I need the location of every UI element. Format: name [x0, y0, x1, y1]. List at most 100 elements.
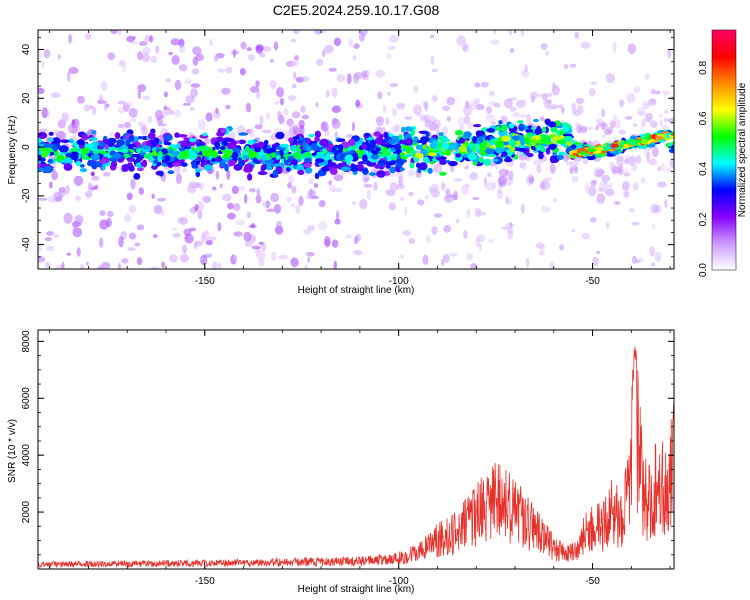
- spectrogram-noise-cell: [509, 222, 513, 228]
- spectrogram-ridge-cell: [337, 144, 344, 152]
- spectrogram-noise-cell: [375, 69, 386, 79]
- spectrogram-noise-cell: [664, 117, 668, 123]
- spectrogram-noise-cell: [123, 121, 132, 129]
- spectrogram-noise-cell: [377, 91, 383, 100]
- spectrogram-ridge-cell: [352, 171, 358, 175]
- spectrogram-noise-cell: [118, 123, 125, 129]
- spectrogram-ridge-cell: [340, 166, 351, 171]
- spectrogram-ridge-cell: [147, 132, 156, 140]
- spectrogram-noise-cell: [85, 262, 89, 266]
- spectrogram-noise-cell: [152, 234, 158, 239]
- spectrogram-noise-cell: [456, 35, 467, 47]
- spectrogram-ridge-cell: [503, 158, 513, 163]
- spectrogram-noise-cell: [311, 195, 319, 200]
- spectrogram-noise-cell: [542, 178, 549, 183]
- spectrogram-ridge-cell: [501, 135, 511, 142]
- spectrogram-noise-cell: [539, 181, 546, 190]
- spectrogram-noise-cell: [396, 102, 406, 108]
- spectrogram-noise-cell: [261, 242, 267, 251]
- spectrogram-ridge-cell: [95, 160, 102, 168]
- spectrogram-noise-cell: [274, 101, 279, 105]
- spectrogram-noise-cell: [490, 39, 500, 45]
- spectrogram-noise-cell: [277, 110, 282, 122]
- spectrogram-ridge-cell: [60, 139, 70, 144]
- spectrogram-noise-cell: [288, 94, 297, 102]
- spectrogram-noise-cell: [646, 152, 651, 163]
- spectrogram-noise-cell: [141, 124, 148, 136]
- spectrogram-ridge-cell: [463, 131, 472, 138]
- spectrogram-ridge-cell: [203, 164, 213, 171]
- spectrogram-noise-cell: [642, 100, 650, 110]
- spectrogram-noise-cell: [622, 181, 630, 191]
- spectrogram-noise-cell: [222, 193, 232, 202]
- spectrogram-noise-cell: [519, 114, 529, 118]
- spectrogram-ridge-cell: [473, 124, 482, 128]
- spectrogram-noise-cell: [453, 178, 463, 182]
- spectrogram-noise-cell: [170, 38, 181, 46]
- spectrogram-noise-cell: [484, 182, 495, 191]
- spectrogram-noise-cell: [601, 122, 609, 130]
- snr-x-ticks: -150 -100 -50: [49, 330, 671, 587]
- spectrogram-ridge-cell: [347, 138, 356, 147]
- spectrogram-ridge-cell: [286, 167, 291, 172]
- spectrogram-noise-cell: [150, 266, 160, 269]
- spectrogram-noise-cell: [574, 31, 579, 39]
- spectrogram-noise-cell: [217, 68, 226, 73]
- spectrogram-noise-cell: [43, 49, 51, 59]
- spectrogram-ridge-cell: [167, 170, 175, 175]
- spectrogram-noise-cell: [325, 89, 330, 98]
- spectrogram-noise-cell: [466, 253, 473, 261]
- spectrogram-noise-cell: [520, 30, 525, 38]
- colorbar-tick-label: 0.2: [698, 212, 709, 226]
- spectrogram-noise-cell: [293, 30, 300, 35]
- spectrogram-ridge-cell: [494, 140, 505, 148]
- spectrogram-strong-cell: [602, 145, 611, 150]
- spectrogram-ridge-cell: [545, 147, 551, 155]
- spectrogram-ridge-cell: [238, 159, 245, 167]
- spectrogram-ridge-cell: [81, 133, 88, 139]
- spectrogram-noise-cell: [197, 119, 206, 130]
- spectrogram-noise-cell: [590, 81, 598, 85]
- spectrogram-noise-cell: [596, 250, 601, 255]
- spectrogram-noise-cell: [137, 51, 143, 61]
- spectrogram-ridge-cell: [565, 141, 573, 147]
- spectrogram-noise-cell: [624, 116, 633, 120]
- spectrogram-ridge-cell: [257, 171, 268, 176]
- spectrogram-noise-cell: [654, 251, 662, 263]
- spectrogram-ridge-cell: [292, 136, 300, 140]
- spectrogram-noise-cell: [324, 235, 331, 247]
- spectrogram-ridge-cell: [214, 156, 223, 162]
- spectrogram-noise-cell: [306, 194, 313, 199]
- spectrogram-ridge-cell: [668, 149, 674, 154]
- spectrogram-noise-cell: [226, 169, 231, 180]
- spectrogram-ridge-cell: [47, 159, 54, 164]
- colorbar-ticks: 0.0 0.2 0.4 0.6 0.8: [698, 61, 709, 277]
- spectrogram-ridge-cell: [51, 137, 61, 145]
- spectrogram-ridge-cell: [646, 143, 656, 148]
- spectrogram-ridge-cell: [493, 158, 499, 162]
- spectrogram-noise-cell: [181, 168, 188, 173]
- spectrogram-ridge-cell: [195, 146, 200, 154]
- spectrogram-noise-cell: [299, 76, 310, 82]
- spectrogram-noise-cell: [61, 112, 69, 122]
- colorbar-tick-label: 0.0: [698, 263, 709, 277]
- spectrogram-ridge-cell: [91, 130, 97, 135]
- spectrogram-ridge-cell: [395, 163, 403, 168]
- spectrogram-y-tick-label: 20: [21, 92, 32, 104]
- spectrogram-noise-cell: [239, 68, 246, 76]
- spectrogram-ridge-cell: [79, 164, 85, 168]
- spectrogram-ridge-cell: [171, 162, 181, 167]
- spectrogram-noise-cell: [595, 118, 604, 125]
- spectrogram-ridge-cell: [231, 140, 238, 145]
- spectrogram-noise-cell: [173, 109, 182, 118]
- spectrogram-noise-cell: [400, 254, 404, 260]
- spectrogram-ridge-cell: [508, 123, 515, 129]
- spectrogram-ridge-cell: [310, 143, 318, 151]
- spectrogram-noise-cell: [431, 183, 439, 193]
- spectrogram-ridge-cell: [256, 154, 263, 160]
- spectrogram-noise-cell: [74, 214, 84, 225]
- spectrogram-ridge-cell: [483, 158, 492, 166]
- spectrogram-ridge-cell: [448, 160, 458, 167]
- spectrogram-noise-cell: [41, 60, 45, 69]
- spectrogram-ridge-cell: [541, 136, 551, 144]
